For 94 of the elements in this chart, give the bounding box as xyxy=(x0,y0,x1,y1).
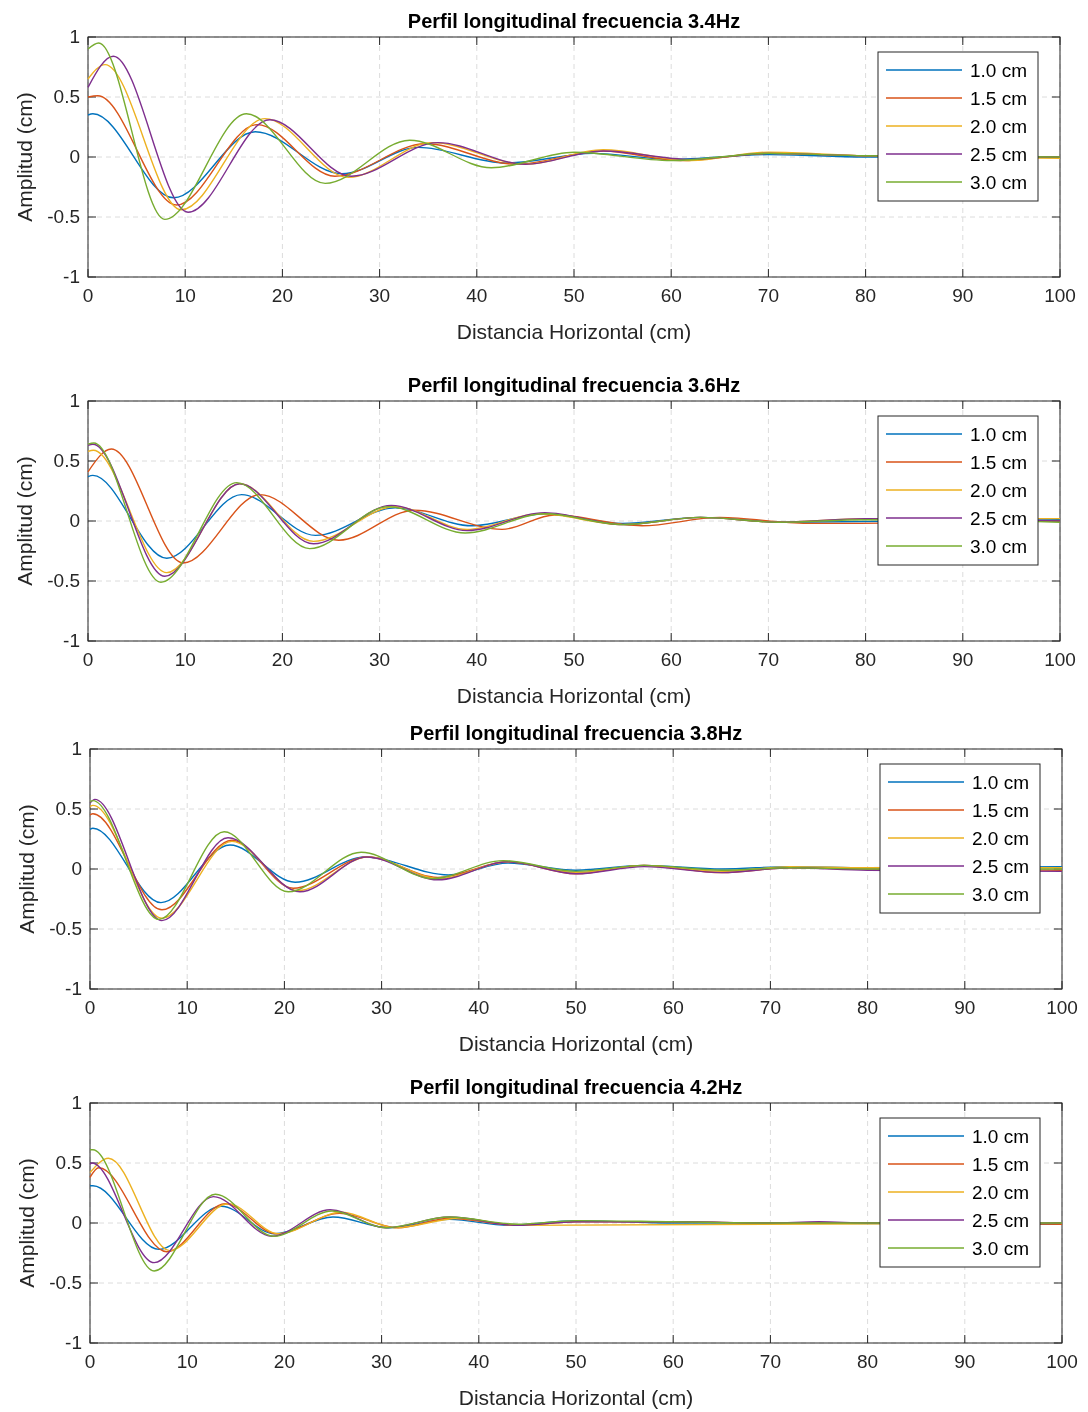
y-tick-label: 1 xyxy=(71,1092,82,1113)
x-tick-label: 70 xyxy=(757,285,779,306)
x-tick-label: 10 xyxy=(176,997,198,1018)
y-axis-title: Amplitud (cm) xyxy=(15,804,38,934)
y-tick-label: -0.5 xyxy=(47,206,80,227)
x-tick-label: 10 xyxy=(174,649,196,670)
chart-title: Perfil longitudinal frecuencia 4.2Hz xyxy=(409,1076,743,1098)
x-tick-label: 60 xyxy=(660,649,682,670)
x-tick-label: 40 xyxy=(468,997,490,1018)
legend-label: 2.0 cm xyxy=(970,116,1028,137)
x-tick-label: 100 xyxy=(1044,649,1076,670)
x-axis-title: Distancia Horizontal (cm) xyxy=(456,320,692,343)
legend-label: 3.0 cm xyxy=(972,1238,1030,1259)
x-tick-label: 60 xyxy=(660,285,682,306)
x-tick-label: 20 xyxy=(273,997,295,1018)
legend-label: 1.5 cm xyxy=(972,800,1030,821)
x-tick-label: 80 xyxy=(857,997,879,1018)
y-tick-label: -0.5 xyxy=(49,918,82,939)
legend-label: 3.0 cm xyxy=(970,536,1028,557)
x-axis-title: Distancia Horizontal (cm) xyxy=(458,1032,694,1055)
y-tick-label: 1 xyxy=(71,738,82,759)
x-tick-label: 0 xyxy=(84,1351,96,1372)
x-tick-label: 40 xyxy=(466,285,488,306)
legend-label: 2.5 cm xyxy=(972,856,1030,877)
y-tick-label: 1 xyxy=(69,26,80,47)
y-tick-label: 0 xyxy=(69,146,80,167)
x-tick-label: 60 xyxy=(662,1351,684,1372)
y-tick-label: 0 xyxy=(69,510,80,531)
legend-label: 1.5 cm xyxy=(970,452,1028,473)
x-tick-label: 30 xyxy=(369,649,391,670)
x-tick-label: 80 xyxy=(857,1351,879,1372)
legend-label: 2.5 cm xyxy=(972,1210,1030,1231)
legend-label: 1.0 cm xyxy=(972,1126,1030,1147)
x-tick-label: 0 xyxy=(84,997,96,1018)
x-tick-label: 60 xyxy=(662,997,684,1018)
x-tick-label: 20 xyxy=(271,649,293,670)
legend-label: 2.0 cm xyxy=(972,1182,1030,1203)
x-tick-label: 50 xyxy=(565,997,587,1018)
y-axis-title: Amplitud (cm) xyxy=(15,1158,38,1288)
x-tick-label: 50 xyxy=(563,649,585,670)
legend-label: 1.0 cm xyxy=(970,424,1028,445)
legend-label: 1.5 cm xyxy=(970,88,1028,109)
chart-title: Perfil longitudinal frecuencia 3.8Hz xyxy=(409,722,743,744)
x-tick-label: 20 xyxy=(273,1351,295,1372)
chart-title: Perfil longitudinal frecuencia 3.4Hz xyxy=(407,10,741,32)
y-tick-label: -1 xyxy=(65,978,82,999)
y-tick-label: -1 xyxy=(65,1332,82,1353)
x-tick-label: 30 xyxy=(369,285,391,306)
legend-label: 1.0 cm xyxy=(970,60,1028,81)
x-tick-label: 10 xyxy=(176,1351,198,1372)
y-tick-label: 0.5 xyxy=(53,450,80,471)
x-tick-label: 100 xyxy=(1044,285,1076,306)
x-tick-label: 70 xyxy=(757,649,779,670)
x-tick-label: 90 xyxy=(952,285,974,306)
legend-label: 2.5 cm xyxy=(970,144,1028,165)
y-tick-label: 0.5 xyxy=(55,1152,82,1173)
x-tick-label: 80 xyxy=(855,649,877,670)
x-tick-label: 20 xyxy=(271,285,293,306)
legend-label: 3.0 cm xyxy=(972,884,1030,905)
x-tick-label: 50 xyxy=(563,285,585,306)
x-tick-label: 100 xyxy=(1046,997,1078,1018)
y-tick-label: -0.5 xyxy=(47,570,80,591)
x-tick-label: 90 xyxy=(954,1351,976,1372)
x-tick-label: 70 xyxy=(759,997,781,1018)
x-axis-title: Distancia Horizontal (cm) xyxy=(458,1386,694,1409)
y-tick-label: 0.5 xyxy=(53,86,80,107)
y-tick-label: -1 xyxy=(63,630,80,651)
y-tick-label: 1 xyxy=(69,390,80,411)
x-tick-label: 90 xyxy=(952,649,974,670)
y-axis-title: Amplitud (cm) xyxy=(13,456,36,586)
y-tick-label: 0.5 xyxy=(55,798,82,819)
legend-label: 3.0 cm xyxy=(970,172,1028,193)
x-tick-label: 40 xyxy=(468,1351,490,1372)
x-tick-label: 40 xyxy=(466,649,488,670)
legend-label: 2.0 cm xyxy=(970,480,1028,501)
legend-label: 2.5 cm xyxy=(970,508,1028,529)
y-tick-label: -1 xyxy=(63,266,80,287)
y-tick-label: 0 xyxy=(71,858,82,879)
legend-label: 1.0 cm xyxy=(972,772,1030,793)
x-axis-title: Distancia Horizontal (cm) xyxy=(456,684,692,707)
x-tick-label: 100 xyxy=(1046,1351,1078,1372)
x-tick-label: 70 xyxy=(759,1351,781,1372)
x-tick-label: 80 xyxy=(855,285,877,306)
x-tick-label: 90 xyxy=(954,997,976,1018)
x-tick-label: 10 xyxy=(174,285,196,306)
legend-label: 1.5 cm xyxy=(972,1154,1030,1175)
y-tick-label: -0.5 xyxy=(49,1272,82,1293)
x-tick-label: 30 xyxy=(371,997,393,1018)
y-tick-label: 0 xyxy=(71,1212,82,1233)
y-axis-title: Amplitud (cm) xyxy=(13,92,36,222)
x-tick-label: 30 xyxy=(371,1351,393,1372)
x-tick-label: 50 xyxy=(565,1351,587,1372)
chart-title: Perfil longitudinal frecuencia 3.6Hz xyxy=(407,374,741,396)
legend-label: 2.0 cm xyxy=(972,828,1030,849)
